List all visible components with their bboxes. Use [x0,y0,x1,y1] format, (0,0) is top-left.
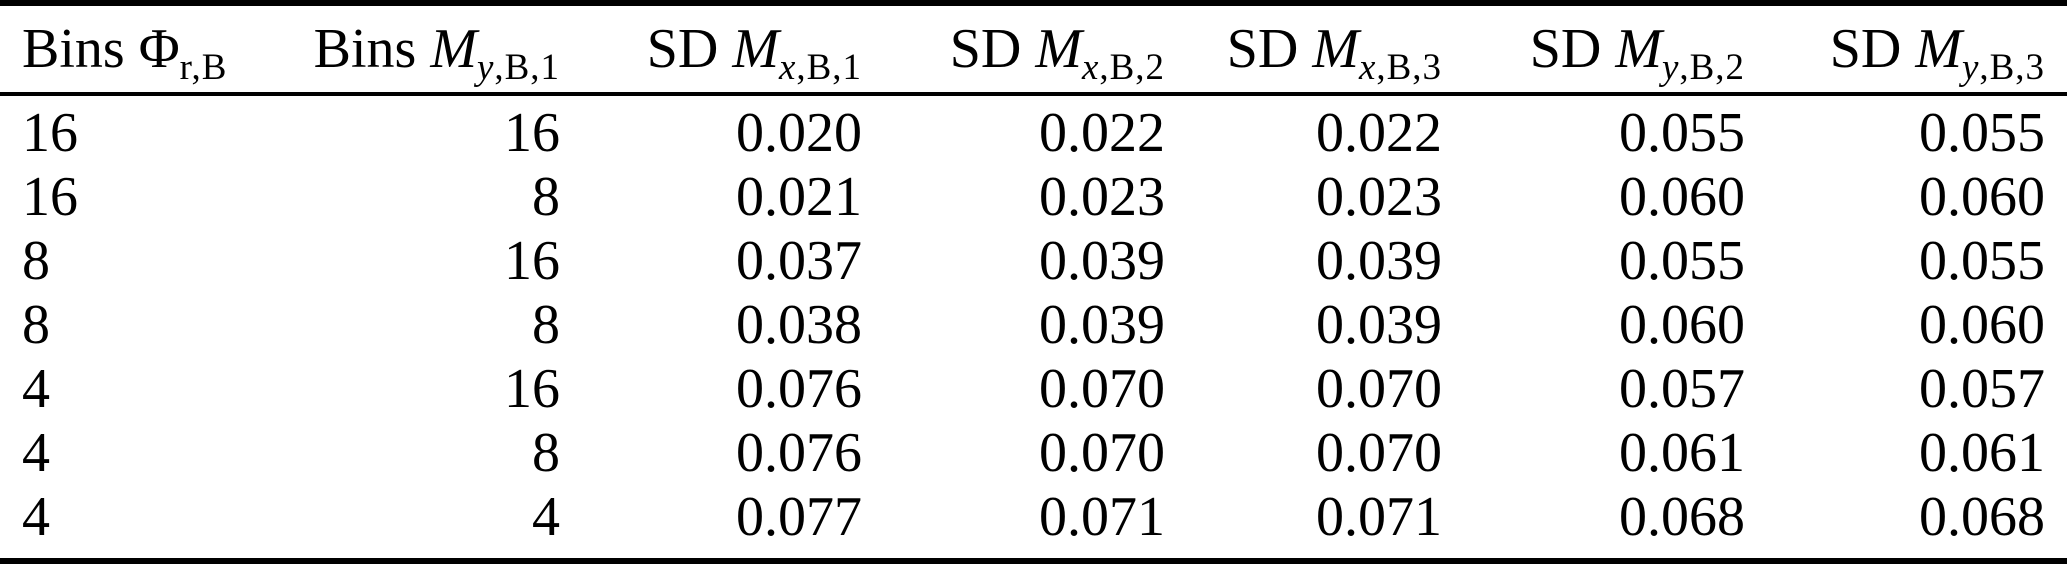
column-header-3: SD Mx,B,2 [862,3,1165,96]
table-cell-r5-c1: 8 [532,422,560,484]
table-cell-r5-c5: 0.061 [1619,422,1745,484]
table-cell-r2-c1: 16 [504,230,560,292]
table-cell-r1-c4: 0.023 [1316,166,1442,228]
table-cell-r1-c3: 0.023 [1039,166,1165,228]
table-cell-r2-c5: 0.055 [1619,230,1745,292]
column-header-6: SD My,B,3 [1745,3,2067,96]
table-cell-r2-c0: 8 [22,230,50,292]
header-row: Bins Φr,B Bins My,B,1 SD Mx,B,1 SD Mx,B,2 SD… [0,3,2067,96]
table-cell-r3-c4: 0.039 [1316,294,1442,356]
table-cell-r6-c1: 4 [300,485,560,564]
table-cell-r1-c2: 0.021 [736,166,862,228]
table-cell-r1-c6: 0.060 [1919,166,2045,228]
table-cell-r4-c5: 0.057 [1619,358,1745,420]
table-cell-r6-c2: 0.077 [560,485,862,564]
table-cell-r1-c1: 8 [532,166,560,228]
table-cell-r0-c6: 0.055 [1919,102,2045,164]
table-cell-r3-c2: 0.038 [736,294,862,356]
table-cell-r6-c4: 0.071 [1165,485,1442,564]
table-cell-r2-c3: 0.039 [1039,230,1165,292]
table-cell-r5-c4: 0.070 [1316,422,1442,484]
table-row: 16 16 0.020 0.022 0.022 0.055 0.055 [0,94,2067,165]
table-body: 16 16 0.020 0.022 0.022 0.055 0.055 16 8 0.021 0.0… [0,94,2067,564]
table-cell-r6-c6: 0.068 [1745,485,2067,564]
table-cell-r0-c2: 0.020 [736,102,862,164]
table-cell-r0-c3: 0.022 [1039,102,1165,164]
table-cell-r5-c6: 0.061 [1919,422,2045,484]
table-cell-r6-c3: 0.071 [862,485,1165,564]
column-header-4: SD Mx,B,3 [1165,3,1442,96]
table-cell-r0-c0: 16 [22,102,78,164]
table-cell-r5-c0: 4 [22,422,50,484]
table-cell-r6-c5: 0.068 [1442,485,1745,564]
column-header-1: Bins My,B,1 [300,3,560,96]
table-row: 8 16 0.037 0.039 0.039 0.055 0.055 [0,229,2067,293]
table-cell-r5-c3: 0.070 [1039,422,1165,484]
table-cell-r4-c3: 0.070 [1039,358,1165,420]
table-cell-r4-c2: 0.076 [736,358,862,420]
table-cell-r1-c0: 16 [22,166,78,228]
table-row: 4 16 0.076 0.070 0.070 0.057 0.057 [0,357,2067,421]
table-cell-r6-c0: 4 [0,485,300,564]
table-cell-r4-c1: 16 [504,358,560,420]
table-cell-r3-c5: 0.060 [1619,294,1745,356]
column-header-0: Bins Φr,B [0,3,300,96]
table-cell-r2-c6: 0.055 [1919,230,2045,292]
table-cell-r0-c4: 0.022 [1316,102,1442,164]
column-header-5: SD My,B,2 [1442,3,1745,96]
table-row: 16 8 0.021 0.023 0.023 0.060 0.060 [0,165,2067,229]
table-row: 8 8 0.038 0.039 0.039 0.060 0.060 [0,293,2067,357]
table-cell-r4-c6: 0.057 [1919,358,2045,420]
table-cell-r2-c4: 0.039 [1316,230,1442,292]
table-cell-r0-c1: 16 [504,102,560,164]
table-row: 4 4 0.077 0.071 0.071 0.068 0.068 [0,485,2067,564]
table-cell-r4-c4: 0.070 [1316,358,1442,420]
table-cell-r3-c1: 8 [532,294,560,356]
table-row: 4 8 0.076 0.070 0.070 0.061 0.061 [0,421,2067,485]
table-cell-r0-c5: 0.055 [1619,102,1745,164]
table-cell-r3-c6: 0.060 [1919,294,2045,356]
table-cell-r3-c3: 0.039 [1039,294,1165,356]
table-header: Bins Φr,B Bins My,B,1 SD Mx,B,1 SD Mx,B,2 SD… [0,3,2067,96]
table-cell-r2-c2: 0.037 [736,230,862,292]
table-cell-r4-c0: 4 [22,358,50,420]
table-cell-r3-c0: 8 [22,294,50,356]
column-header-2: SD Mx,B,1 [560,3,862,96]
table-cell-r5-c2: 0.076 [736,422,862,484]
table-cell-r1-c5: 0.060 [1619,166,1745,228]
